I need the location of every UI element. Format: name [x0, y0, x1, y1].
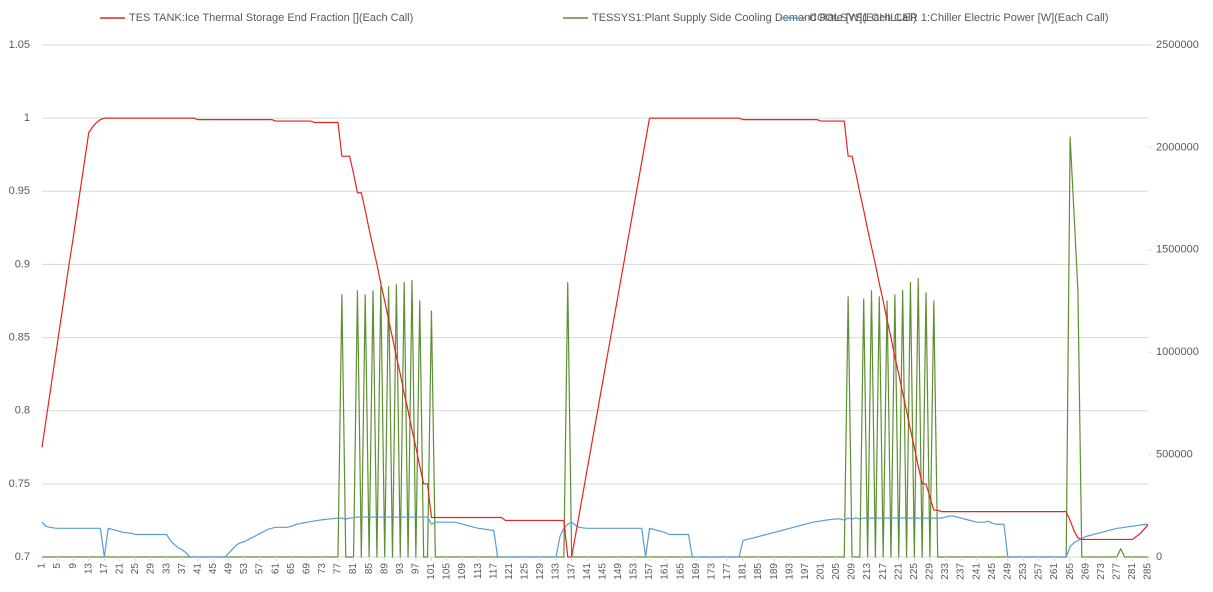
plot-area	[41, 117, 1149, 558]
x-tick-label: 277	[1111, 563, 1122, 580]
x-tick-label: 17	[99, 563, 110, 575]
y-tick-label: 1.05	[9, 39, 30, 51]
x-tick-label: 137	[566, 563, 577, 580]
x-tick-label: 33	[161, 563, 172, 575]
y2-tick-label: 500000	[1156, 449, 1193, 461]
x-tick-label: 229	[925, 563, 936, 580]
y-tick-label: 0.9	[15, 258, 30, 270]
x-tick-label: 133	[551, 563, 562, 580]
y-tick-label: 0.7	[15, 551, 30, 563]
x-tick-label: 177	[722, 563, 733, 580]
y2-tick-label: 2000000	[1156, 141, 1199, 153]
x-tick-label: 85	[364, 563, 375, 575]
x-tick-label: 77	[333, 563, 344, 575]
x-tick-label: 25	[130, 563, 141, 575]
x-tick-label: 281	[1127, 563, 1138, 580]
legend-label: TESSYS1:Plant Supply Side Cooling Demand…	[592, 12, 917, 24]
x-tick-label: 193	[784, 563, 795, 580]
x-tick-label: 273	[1096, 563, 1107, 580]
x-tick-label: 209	[847, 563, 858, 580]
x-tick-label: 165	[675, 563, 686, 580]
x-tick-label: 5	[52, 563, 63, 569]
x-tick-label: 53	[239, 563, 250, 575]
x-tick-label: 37	[177, 563, 188, 575]
x-tick-label: 205	[831, 563, 842, 580]
x-tick-label: 81	[348, 563, 359, 575]
y2-tick-label: 1000000	[1156, 346, 1199, 358]
x-tick-label: 161	[660, 563, 671, 580]
legend-label: TES TANK:Ice Thermal Storage End Fractio…	[129, 12, 413, 24]
x-tick-label: 253	[1018, 563, 1029, 580]
x-tick-label: 121	[504, 563, 515, 580]
x-tick-label: 185	[753, 563, 764, 580]
x-tick-label: 73	[317, 563, 328, 575]
x-tick-label: 49	[224, 563, 235, 575]
x-tick-label: 129	[535, 563, 546, 580]
series-line	[42, 136, 1148, 558]
x-tick-label: 57	[255, 563, 266, 575]
x-tick-label: 169	[691, 563, 702, 580]
y2-tick-label: 2500000	[1156, 39, 1199, 51]
legend: TES TANK:Ice Thermal Storage End Fractio…	[100, 12, 1109, 24]
x-tick-label: 61	[270, 563, 281, 575]
x-tick-label: 117	[488, 563, 499, 579]
y2-tick-label: 0	[1156, 551, 1162, 563]
x-tick-label: 249	[1002, 563, 1013, 580]
legend-label: COOLSYS1 CHILLER 1:Chiller Electric Powe…	[809, 12, 1109, 24]
x-tick-label: 197	[800, 563, 811, 580]
y-tick-label: 0.8	[15, 405, 30, 417]
x-tick-label: 125	[520, 563, 531, 580]
x-tick-label: 105	[442, 563, 453, 580]
y-tick-label: 0.95	[9, 185, 30, 197]
x-tick-label: 213	[862, 563, 873, 580]
x-tick-label: 145	[597, 563, 608, 580]
axis-labels: 0.7 0.75 0.8 0.85 0.9 0.95 1 1.05 0 500000 1000000…	[9, 39, 1199, 580]
x-tick-label: 21	[115, 563, 126, 575]
x-tick-label: 141	[582, 563, 593, 580]
x-tick-label: 261	[1049, 563, 1060, 580]
x-tick-label: 41	[192, 563, 203, 575]
x-tick-label: 237	[956, 563, 967, 580]
x-tick-label: 245	[987, 563, 998, 580]
series-line	[41, 515, 1149, 558]
x-tick-label: 149	[613, 563, 624, 580]
x-tick-label: 257	[1034, 563, 1045, 580]
x-tick-label: 109	[457, 563, 468, 580]
x-tick-label: 69	[301, 563, 312, 575]
y-tick-label: 1	[24, 112, 30, 124]
x-tick-label: 189	[769, 563, 780, 580]
x-tick-label: 201	[816, 563, 827, 580]
x-tick-label: 241	[971, 563, 982, 580]
x-tick-label: 65	[286, 563, 297, 575]
x-tick-label: 157	[644, 563, 655, 580]
x-tick-label: 29	[146, 563, 157, 575]
x-tick-label: 153	[629, 563, 640, 580]
x-tick-label: 221	[893, 563, 904, 580]
x-tick-label: 13	[83, 563, 94, 575]
y2-tick-label: 1500000	[1156, 244, 1199, 256]
x-tick-label: 269	[1080, 563, 1091, 580]
x-tick-label: 45	[208, 563, 219, 575]
x-tick-label: 101	[426, 563, 437, 580]
x-tick-label: 173	[706, 563, 717, 580]
series-line	[41, 117, 1149, 558]
x-tick-label: 233	[940, 563, 951, 580]
x-tick-label: 9	[68, 563, 79, 569]
x-tick-label: 97	[410, 563, 421, 575]
x-tick-label: 1	[37, 563, 48, 569]
x-tick-label: 181	[738, 563, 749, 580]
x-tick-label: 93	[395, 563, 406, 575]
x-tick-label: 113	[473, 563, 484, 579]
x-tick-label: 89	[379, 563, 390, 575]
y-tick-label: 0.75	[9, 478, 30, 490]
x-tick-label: 265	[1065, 563, 1076, 580]
y-tick-label: 0.85	[9, 331, 30, 343]
x-tick-label: 285	[1143, 563, 1154, 580]
x-tick-label: 217	[878, 563, 889, 580]
x-tick-label: 225	[909, 563, 920, 580]
